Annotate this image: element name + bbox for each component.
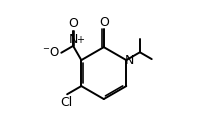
Text: +: + (76, 34, 84, 45)
Text: Cl: Cl (60, 96, 73, 109)
Text: O: O (99, 16, 109, 29)
Text: O: O (68, 17, 78, 30)
Text: N: N (69, 33, 78, 46)
Text: N: N (125, 54, 134, 67)
Text: $^{-}$O: $^{-}$O (42, 46, 60, 59)
